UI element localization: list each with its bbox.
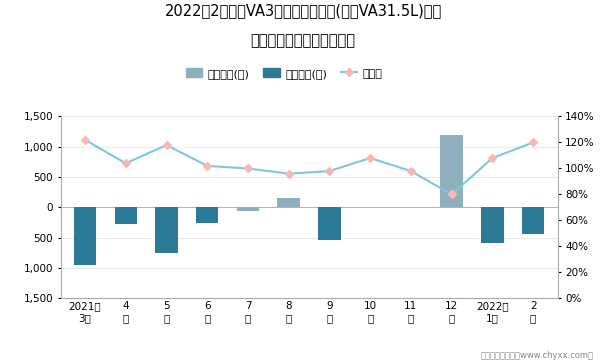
Bar	[115, 207, 137, 225]
Text: 年库存情况及产销率统计图: 年库存情况及产销率统计图	[250, 33, 356, 48]
Text: 制图：智研咨询（www.chyxx.com）: 制图：智研咨询（www.chyxx.com）	[481, 351, 594, 360]
Bar	[237, 207, 259, 210]
Bar	[481, 207, 504, 243]
Text: 2022年2月捷达VA3旗下最畅销轿车(捷达VA31.5L)近一: 2022年2月捷达VA3旗下最畅销轿车(捷达VA31.5L)近一	[164, 4, 442, 19]
Bar	[74, 207, 96, 265]
Bar	[196, 207, 218, 223]
Bar	[318, 207, 341, 240]
Legend: 积压库存(辆), 清仓库存(辆), 产销率: 积压库存(辆), 清仓库存(辆), 产销率	[181, 64, 387, 83]
Bar	[278, 198, 300, 207]
Bar	[522, 207, 544, 234]
Bar	[441, 135, 463, 207]
Bar	[155, 207, 178, 253]
